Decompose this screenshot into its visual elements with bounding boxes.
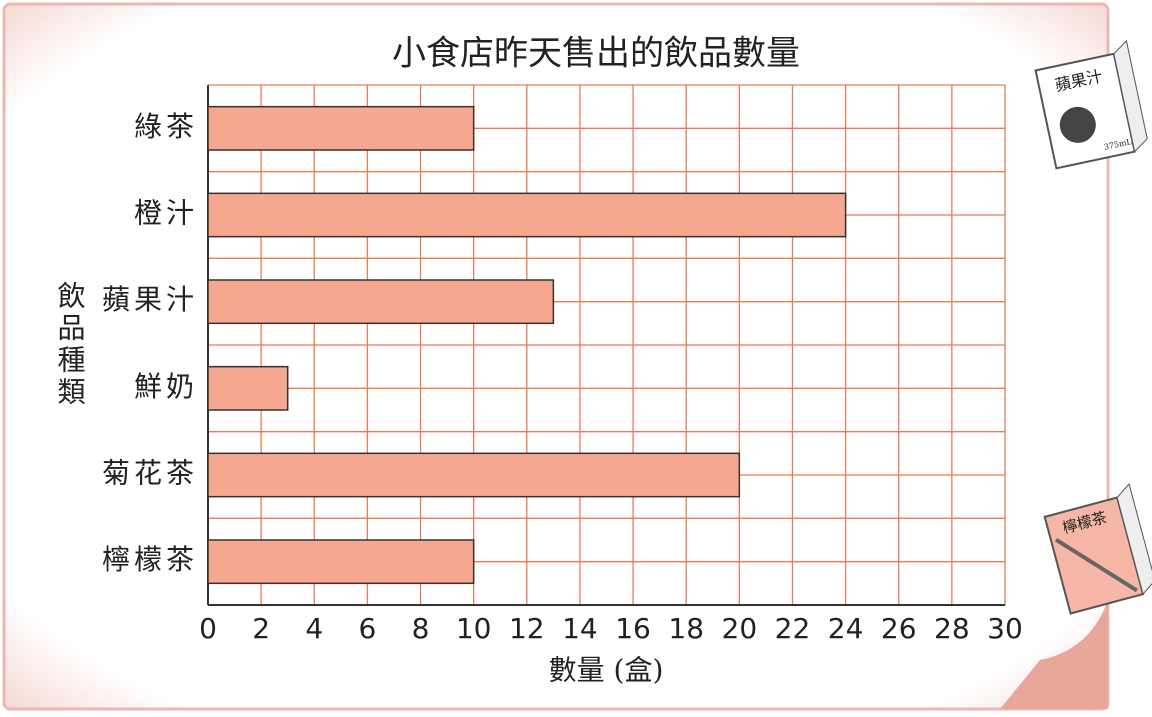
bar <box>207 539 475 585</box>
x-tick-label: 4 <box>305 612 323 645</box>
x-tick-label: 30 <box>987 612 1023 645</box>
straw <box>1054 538 1138 593</box>
bar <box>207 452 741 498</box>
bar <box>207 105 475 151</box>
x-tick-label: 16 <box>615 612 651 645</box>
y-tick-label: 綠茶 <box>134 110 198 143</box>
y-tick-label: 橙汁 <box>134 197 198 230</box>
lemon-tea-box: 檸檬茶 <box>1043 482 1152 615</box>
y-tick-label: 蘋果汁 <box>102 283 198 316</box>
x-tick-label: 24 <box>828 612 864 645</box>
y-axis-label: 飲品種類 <box>54 281 87 409</box>
y-tick-label: 菊花茶 <box>102 457 198 490</box>
x-tick-label: 20 <box>722 612 758 645</box>
box-side <box>1116 482 1152 596</box>
x-tick-label: 10 <box>456 612 492 645</box>
x-tick-label: 0 <box>199 612 217 645</box>
x-tick-label: 8 <box>412 612 430 645</box>
x-tick-label: 14 <box>562 612 598 645</box>
x-tick-label: 2 <box>252 612 270 645</box>
bar <box>207 279 555 325</box>
x-axis-label: 數量 (盒) <box>549 654 664 687</box>
x-tick-label: 12 <box>509 612 545 645</box>
apple-juice-box: 蘋果汁 375mL <box>1034 39 1148 170</box>
bar <box>207 365 289 411</box>
x-tick-label: 22 <box>775 612 811 645</box>
y-tick-label: 檸檬茶 <box>102 543 198 576</box>
card <box>2 2 1110 711</box>
chart-title: 小食店昨天售出的飲品數量 <box>392 34 800 74</box>
x-tick-label: 28 <box>934 612 970 645</box>
apple <box>1059 106 1096 143</box>
y-tick-label: 鮮奶 <box>134 370 198 403</box>
x-tick-label: 6 <box>358 612 376 645</box>
x-tick-label: 18 <box>668 612 704 645</box>
bar <box>207 192 847 238</box>
box-side <box>1113 39 1148 153</box>
page-curl <box>1000 600 1108 709</box>
x-tick-label: 26 <box>881 612 917 645</box>
